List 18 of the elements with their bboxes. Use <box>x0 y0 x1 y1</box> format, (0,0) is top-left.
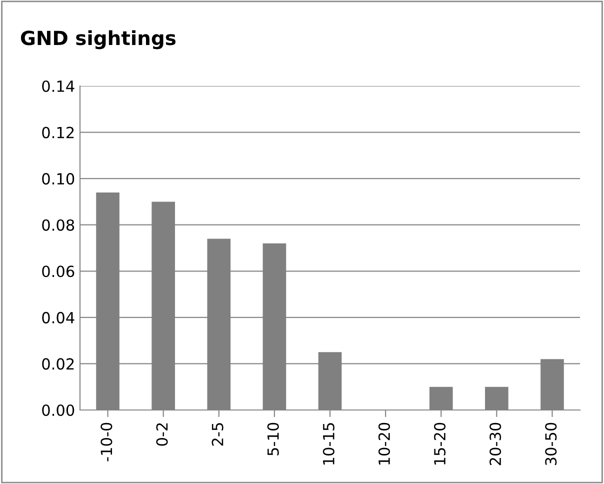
x-tick-label: 15-20 <box>434 422 446 465</box>
x-tick-label: 20-30 <box>490 422 502 466</box>
x-tick-label: 10-20 <box>378 422 390 465</box>
y-tick-label: 0.06 <box>42 266 74 278</box>
chart-title: GND sightings <box>20 30 176 50</box>
x-tick-label: 30-50 <box>545 422 557 466</box>
x-tick-label: 5-10 <box>267 422 279 456</box>
x-tick-label: -10-0 <box>100 422 112 462</box>
y-tick-label: 0.00 <box>42 404 74 416</box>
y-tick-label: 0.08 <box>42 219 74 231</box>
x-tick-label: 2-5 <box>212 423 224 446</box>
y-tick-label: 0.14 <box>42 80 74 92</box>
y-tick-label: 0.10 <box>42 173 74 185</box>
y-tick-label: 0.04 <box>42 312 74 324</box>
y-tick-label: 0.02 <box>42 358 74 370</box>
x-tick-label: 10-15 <box>322 423 334 465</box>
y-tick-label: 0.12 <box>42 126 74 138</box>
x-tick-label: 0-2 <box>156 423 168 446</box>
